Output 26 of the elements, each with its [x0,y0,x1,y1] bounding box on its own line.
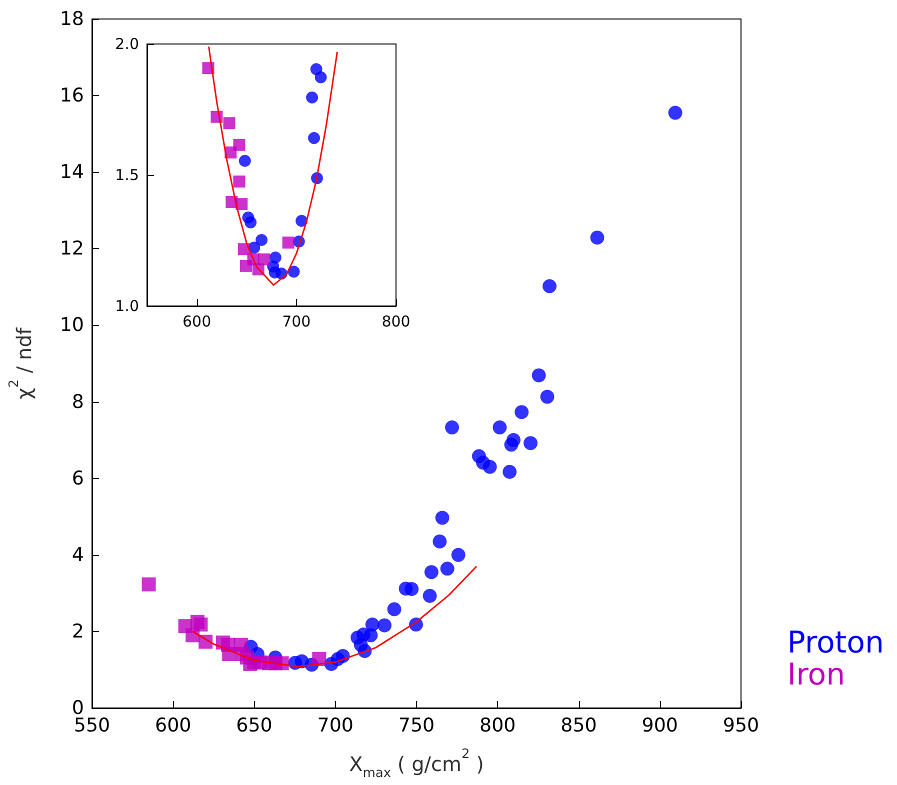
y-tick-label: 18 [60,8,84,30]
y-tick-label: 14 [60,161,84,184]
text: Proton [787,626,884,660]
x-tick-label: 750 [398,714,435,736]
x-tick-label: 600 [182,312,212,330]
y-tick-label: 2 [72,620,84,642]
y-tick-label: 1.0 [115,297,139,315]
y-tick-label: 1.5 [115,166,139,184]
y-tick-label: 16 [60,84,84,107]
y-tick-label: 10 [60,314,84,336]
y-tick-label: 6 [72,467,84,490]
y-tick-label: 12 [60,238,84,260]
y-tick-label: 4 [72,544,84,566]
y-tick-label: 2.0 [115,35,139,53]
x-tick-label: 800 [479,714,516,736]
y-tick-label: 8 [72,390,84,413]
x-tick-label: 800 [382,312,410,330]
x-tick-label: 700 [317,714,354,736]
text: Iron [787,658,846,692]
x-tick-label: 900 [642,714,678,736]
x-tick-label: 950 [722,714,760,736]
x-tick-label: 600 [154,714,192,736]
x-tick-label: 700 [282,312,311,330]
x-tick-label: 850 [560,714,597,736]
y-axis-title: χ2 / ndf [7,326,36,400]
x-tick-label: 650 [236,714,272,736]
